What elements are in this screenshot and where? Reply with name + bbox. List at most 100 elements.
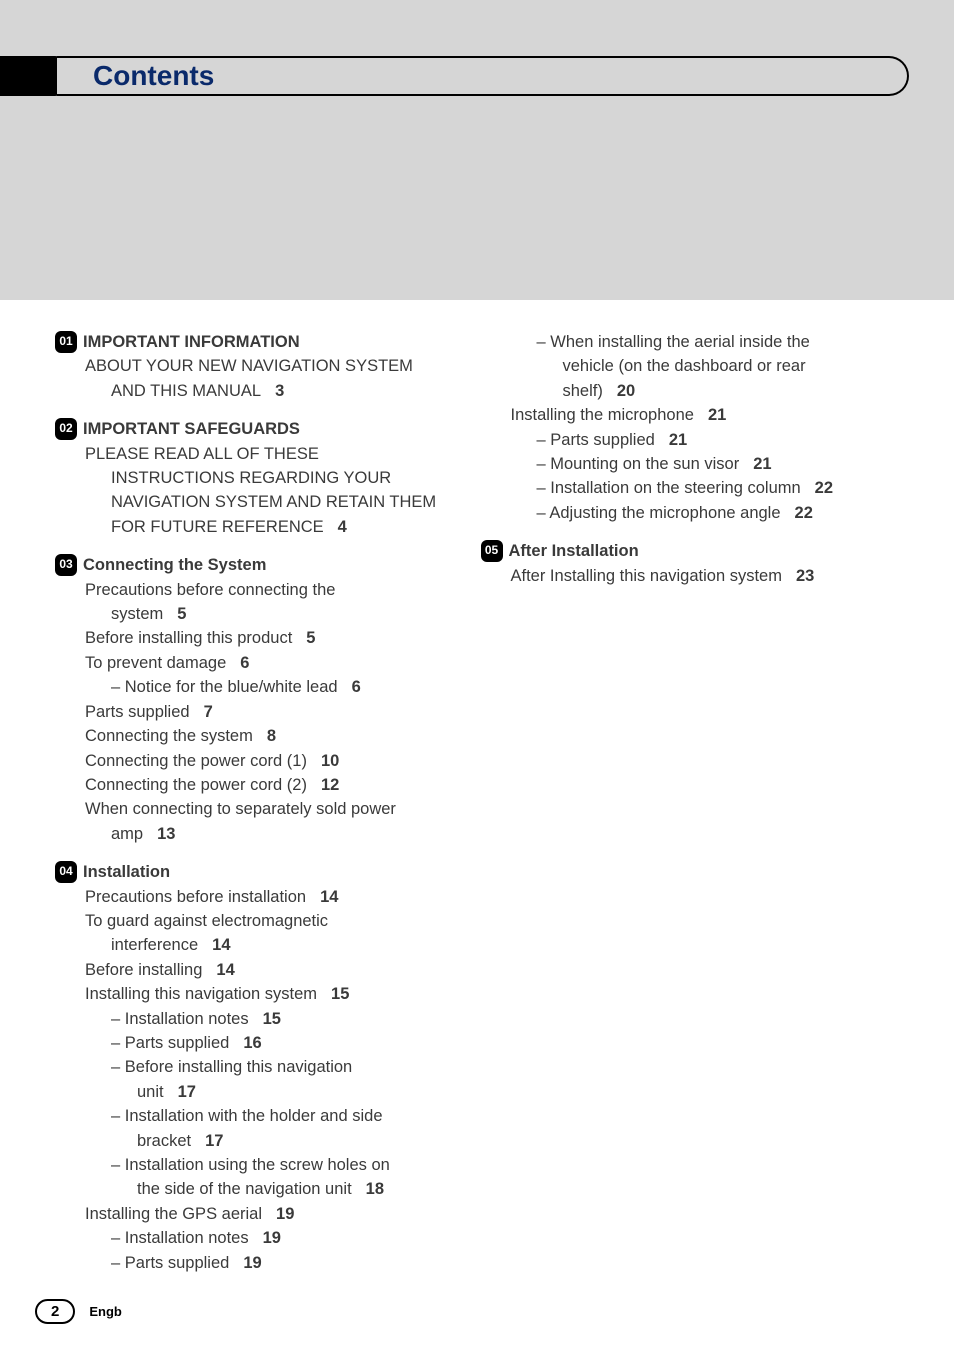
toc-text: Installing this navigation system [85,985,317,1003]
toc-text: ABOUT YOUR NEW NAVIGATION SYSTEM [85,357,413,375]
toc-page: 18 [366,1180,384,1198]
toc-entry: Precautions before connecting the [85,578,460,602]
toc-page: 23 [796,567,814,585]
toc-page: 21 [708,406,726,424]
toc-subentry: – When installing the aerial inside the [537,330,900,354]
toc-page: 21 [753,455,771,473]
toc-page: 19 [243,1254,261,1272]
language-code: Engb [89,1304,122,1319]
toc-entry: Before installing this product 5 [85,626,460,650]
toc-text: vehicle (on the dashboard or rear [563,357,806,375]
toc-page: 13 [157,825,175,843]
section-badge-icon: 01 [55,331,77,353]
toc-text: Before installing this product [85,629,292,647]
toc-subentry: – Notice for the blue/white lead6 [111,675,460,699]
toc-page: 6 [352,678,361,696]
toc-entry: To guard against electromagnetic [85,909,460,933]
toc-entry: Installing the microphone 21 [511,403,900,427]
toc-text: Installation using the screw holes on [125,1156,390,1174]
toc-text: After Installing this navigation system [511,567,782,585]
toc-text: Installing the microphone [511,406,694,424]
section-badge-icon: 04 [55,861,77,883]
page-number-badge: 2 [35,1299,75,1324]
toc-text: shelf) [563,382,603,400]
toc-text: the side of the navigation unit [137,1180,352,1198]
toc-text: Notice for the blue/white lead [125,678,338,696]
toc-entry: Connecting the power cord (2) 12 [85,773,460,797]
toc-subentry: – Installation using the screw holes on [111,1153,460,1177]
toc-entry: Before installing14 [85,958,460,982]
toc-subentry: – Parts supplied19 [111,1251,460,1275]
section-03-title: Connecting the System [83,556,266,574]
section-badge-icon: 03 [55,554,77,576]
toc-text: Before installing this navigation [125,1058,352,1076]
toc-text: Installation notes [125,1010,249,1028]
toc-entry-cont: system5 [111,602,460,626]
toc-entry: Installing the GPS aerial19 [85,1202,460,1226]
toc-page: 17 [205,1132,223,1150]
toc-entry: When connecting to separately sold power [85,797,460,821]
section-02-head: 02IMPORTANT SAFEGUARDS [55,417,460,441]
left-column: 01 IMPORTANT INFORMATION ABOUT YOUR NEW N… [55,330,460,1275]
toc-subentry-cont: the side of the navigation unit 18 [137,1177,460,1201]
toc-subentry: – Parts supplied16 [111,1031,460,1055]
toc-page: 22 [795,504,813,522]
toc-page: 8 [267,727,276,745]
toc-page: 14 [320,888,338,906]
toc-page: 6 [240,654,249,672]
toc-entry: To prevent damage6 [85,651,460,675]
toc-page: 16 [243,1034,261,1052]
contents-body: 01 IMPORTANT INFORMATION ABOUT YOUR NEW N… [0,300,954,1275]
toc-page: 12 [321,776,339,794]
toc-entry: Connecting the power cord (1) 10 [85,749,460,773]
toc-text: Adjusting the microphone angle [549,504,780,522]
toc-text: To guard against electromagnetic [85,912,328,930]
section-05-title: After Installation [509,542,639,560]
toc-page: 19 [263,1229,281,1247]
toc-page: 10 [321,752,339,770]
toc-text: When installing the aerial inside the [550,333,810,351]
toc-page: 20 [617,382,635,400]
toc-page: 19 [276,1205,294,1223]
toc-page: 7 [204,703,213,721]
toc-subentry-cont: bracket17 [137,1129,460,1153]
header-tab-row: Contents [0,56,909,96]
toc-page: 21 [669,431,687,449]
toc-page: 15 [263,1010,281,1028]
section-03-head: 03 Connecting the System [55,553,460,577]
toc-text: Precautions before connecting the [85,581,335,599]
toc-text: When connecting to separately sold power [85,800,396,818]
toc-text: Connecting the power cord (1) [85,752,307,770]
toc-page: 17 [178,1083,196,1101]
section-01-title: IMPORTANT INFORMATION [83,333,300,351]
toc-page: 5 [306,629,315,647]
toc-entry: Installing this navigation system15 [85,982,460,1006]
page-title: Contents [93,60,214,92]
toc-text: NAVIGATION SYSTEM AND RETAIN THEM [111,493,436,511]
toc-page: 5 [177,605,186,623]
toc-text: Connecting the power cord (2) [85,776,307,794]
section-04-head: 04Installation [55,860,460,884]
toc-text: INSTRUCTIONS REGARDING YOUR [111,469,391,487]
toc-subentry: – Mounting on the sun visor21 [537,452,900,476]
toc-text: Mounting on the sun visor [550,455,739,473]
header-banner: Contents [0,0,954,300]
toc-subentry: – Installation notes19 [111,1226,460,1250]
toc-entry: ABOUT YOUR NEW NAVIGATION SYSTEM [85,354,460,378]
toc-subentry: – Installation notes15 [111,1007,460,1031]
toc-subentry: – Parts supplied21 [537,428,900,452]
toc-text: interference [111,936,198,954]
toc-entry: After Installing this navigation system 2… [511,564,900,588]
toc-text: Installation notes [125,1229,249,1247]
section-badge-icon: 05 [481,540,503,562]
right-column: – When installing the aerial inside the … [495,330,900,1275]
toc-entry: Precautions before installation14 [85,885,460,909]
toc-text: Parts supplied [85,703,190,721]
toc-entry-cont: FOR FUTURE REFERENCE4 [111,515,460,539]
toc-subentry: – Adjusting the microphone angle22 [537,501,900,525]
page-footer: 2 Engb [35,1299,122,1324]
toc-text: PLEASE READ ALL OF THESE [85,445,319,463]
toc-subentry-cont: unit17 [137,1080,460,1104]
toc-page: 3 [275,382,284,400]
toc-entry-cont: amp13 [111,822,460,846]
